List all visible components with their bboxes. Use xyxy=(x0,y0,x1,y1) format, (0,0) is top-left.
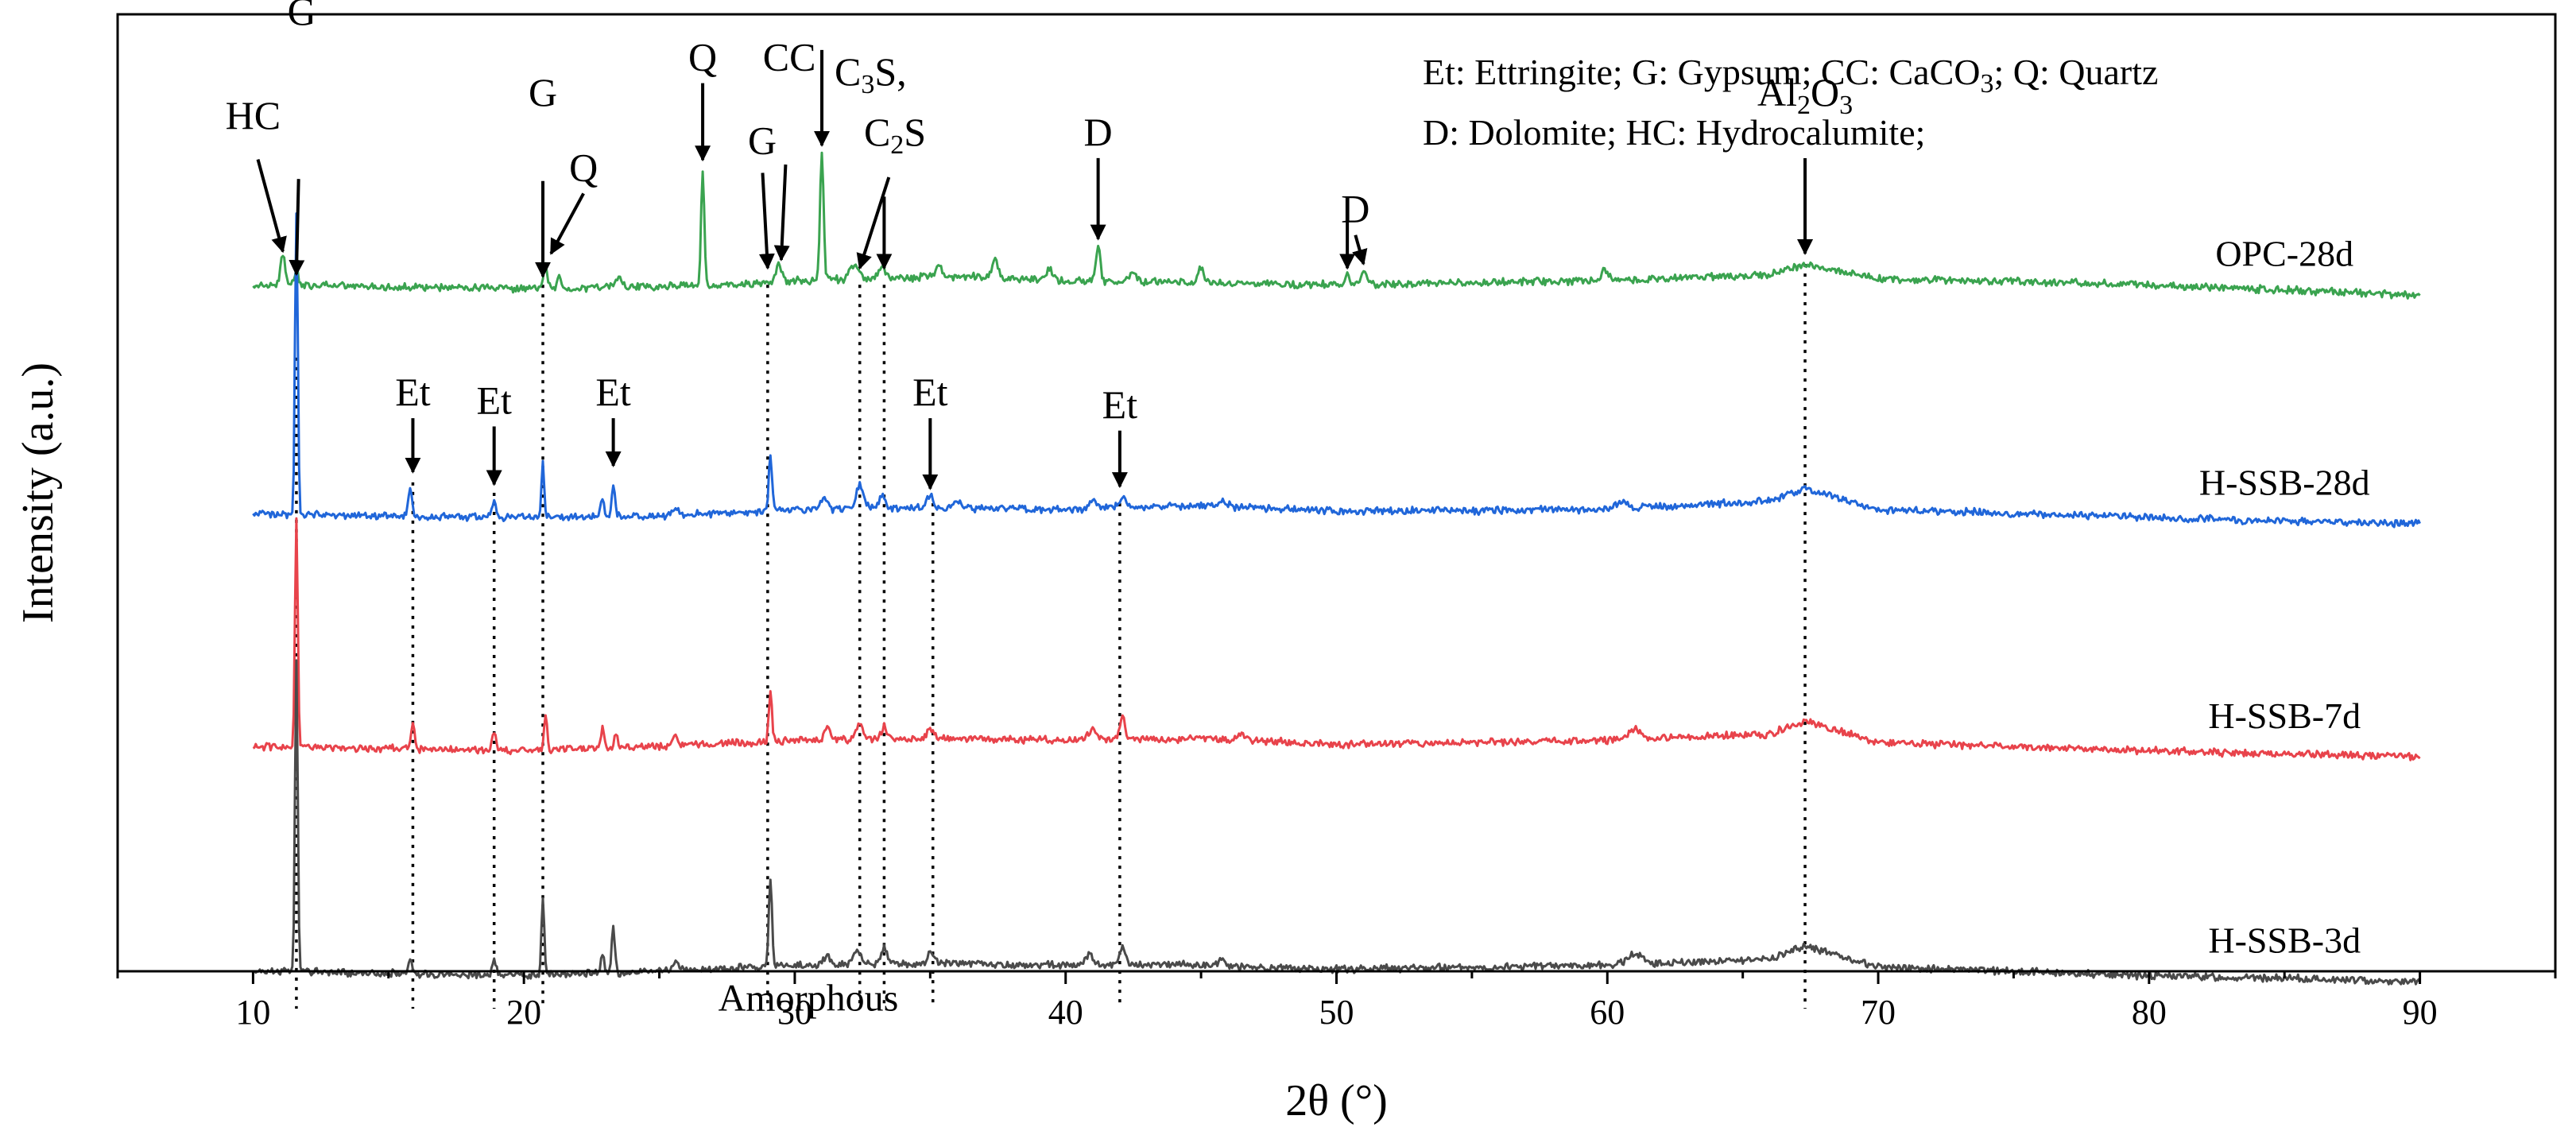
phase-label: Q xyxy=(688,35,717,79)
phase-label: Q xyxy=(569,145,598,189)
series-line-h-ssb-7d xyxy=(252,517,2421,761)
series-line-h-ssb-28d xyxy=(252,212,2421,529)
phase-label: Et xyxy=(395,370,431,414)
series-label: OPC-28d xyxy=(2215,234,2353,274)
series-label: H-SSB-7d xyxy=(2208,695,2361,736)
x-axis-title: 2θ (°) xyxy=(1285,1076,1388,1125)
phase-arrow xyxy=(758,172,775,270)
x-tick-label: 80 xyxy=(2132,993,2167,1032)
plot-frame xyxy=(116,13,2557,973)
legend-line: Et: Ettringite; G: Gypsum; CC: CaCO3; Q:… xyxy=(1423,52,2158,99)
phase-label: C3S, xyxy=(835,49,907,99)
series-lines: OPC-28d H-SSB-28d H-SSB-7d H-SSB-3d xyxy=(252,151,2421,986)
phase-arrow xyxy=(773,164,790,261)
phase-label: Et xyxy=(595,370,631,414)
phase-annotations: HCGGQQCCGDC3S,C2SDDAl2O3EtEtEtEtEtAmorph… xyxy=(226,0,1853,1019)
x-tick-label: 50 xyxy=(1319,993,1354,1032)
reference-lines xyxy=(295,264,1807,1009)
x-tick-label: 30 xyxy=(777,993,812,1032)
series-line-h-ssb-3d xyxy=(253,659,2421,986)
phase-label: Et xyxy=(476,378,512,423)
phase-label: D xyxy=(1341,187,1369,231)
x-tick-label: 60 xyxy=(1590,993,1625,1032)
y-axis-title: Intensity (a.u.) xyxy=(14,362,63,623)
series-line-opc-28d xyxy=(252,151,2421,300)
x-axis: 10 20 30 40 50 60 70 80 90 2θ (°) Intensity (a.u.) xyxy=(14,13,2557,1125)
phase-arrow xyxy=(856,176,891,270)
phase-label: C2S xyxy=(864,110,926,160)
phase-arrow xyxy=(256,159,287,254)
legend: Et: Ettringite; G: Gypsum; CC: CaCO3; Q:… xyxy=(1423,52,2158,153)
series-label: H-SSB-3d xyxy=(2208,920,2361,960)
x-tick-label: 10 xyxy=(235,993,270,1032)
phase-label: G xyxy=(288,0,316,33)
x-tick-label: 90 xyxy=(2403,993,2438,1032)
phase-label: Et xyxy=(1102,382,1138,427)
phase-label: HC xyxy=(226,93,281,138)
series-label: H-SSB-28d xyxy=(2199,463,2370,503)
phase-label: D xyxy=(1084,110,1113,154)
legend-line: D: Dolomite; HC: Hydrocalumite; xyxy=(1423,112,1925,153)
phase-label: G xyxy=(529,70,557,114)
phase-arrow xyxy=(289,179,305,277)
x-tick-label: 70 xyxy=(1861,993,1896,1032)
amorphous-label: Amorphous xyxy=(719,977,899,1019)
x-tick-label: 20 xyxy=(506,993,541,1032)
phase-arrow xyxy=(549,192,585,255)
phase-label: G xyxy=(748,118,777,162)
phase-label: CC xyxy=(763,35,816,79)
phase-label: Al2O3 xyxy=(1757,70,1853,120)
x-tick-label: 40 xyxy=(1048,993,1083,1032)
phase-label: Et xyxy=(912,370,948,414)
phase-arrow xyxy=(1352,234,1368,266)
